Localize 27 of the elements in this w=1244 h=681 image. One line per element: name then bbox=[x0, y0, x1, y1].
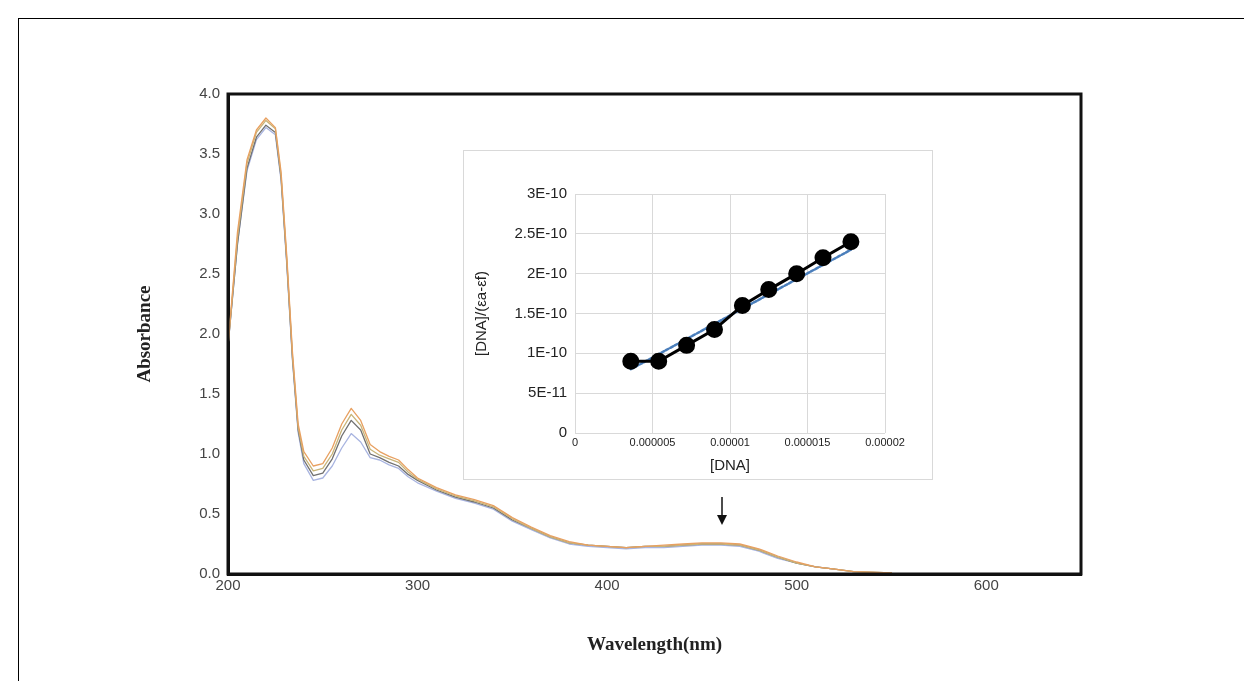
y-tick-label: 2.5E-10 bbox=[514, 223, 567, 241]
x-tick-label: 0 bbox=[571, 435, 579, 448]
y-tick-label: 0.5 bbox=[199, 504, 220, 522]
y-tick-label: 4.0 bbox=[199, 84, 220, 102]
y-tick-label: 2.0 bbox=[199, 324, 220, 342]
y-tick-label: 1E-10 bbox=[526, 343, 567, 361]
y-axis-title: [DNA]/(εa-εf) bbox=[472, 270, 490, 357]
y-tick-label: 3.5 bbox=[199, 144, 220, 162]
y-tick-label: 3.0 bbox=[199, 204, 220, 222]
x-tick-label: 0.000005 bbox=[629, 435, 676, 448]
y-tick-label: 2.5 bbox=[199, 264, 220, 282]
x-tick-label: 0.00002 bbox=[865, 435, 905, 448]
y-tick-label: 2E-10 bbox=[526, 263, 567, 281]
x-tick-label: 600 bbox=[973, 576, 999, 594]
y-tick-label: 5E-11 bbox=[528, 383, 567, 401]
y-tick-label: 3E-10 bbox=[526, 184, 567, 202]
x-axis-title: Wavelength(nm) bbox=[586, 632, 723, 655]
y-tick-label: 1.0 bbox=[199, 444, 220, 462]
y-axis-title: Absorbance bbox=[133, 285, 155, 383]
x-tick-label: 500 bbox=[784, 576, 810, 594]
x-tick-label: 300 bbox=[405, 576, 431, 594]
x-tick-label: 0.00001 bbox=[710, 435, 750, 448]
x-tick-label: 400 bbox=[594, 576, 620, 594]
x-axis-title: [DNA] bbox=[709, 456, 751, 474]
y-tick-label: 1.5E-10 bbox=[514, 303, 567, 321]
x-tick-label: 0.000015 bbox=[784, 435, 831, 448]
y-tick-label: 1.5 bbox=[199, 384, 220, 402]
